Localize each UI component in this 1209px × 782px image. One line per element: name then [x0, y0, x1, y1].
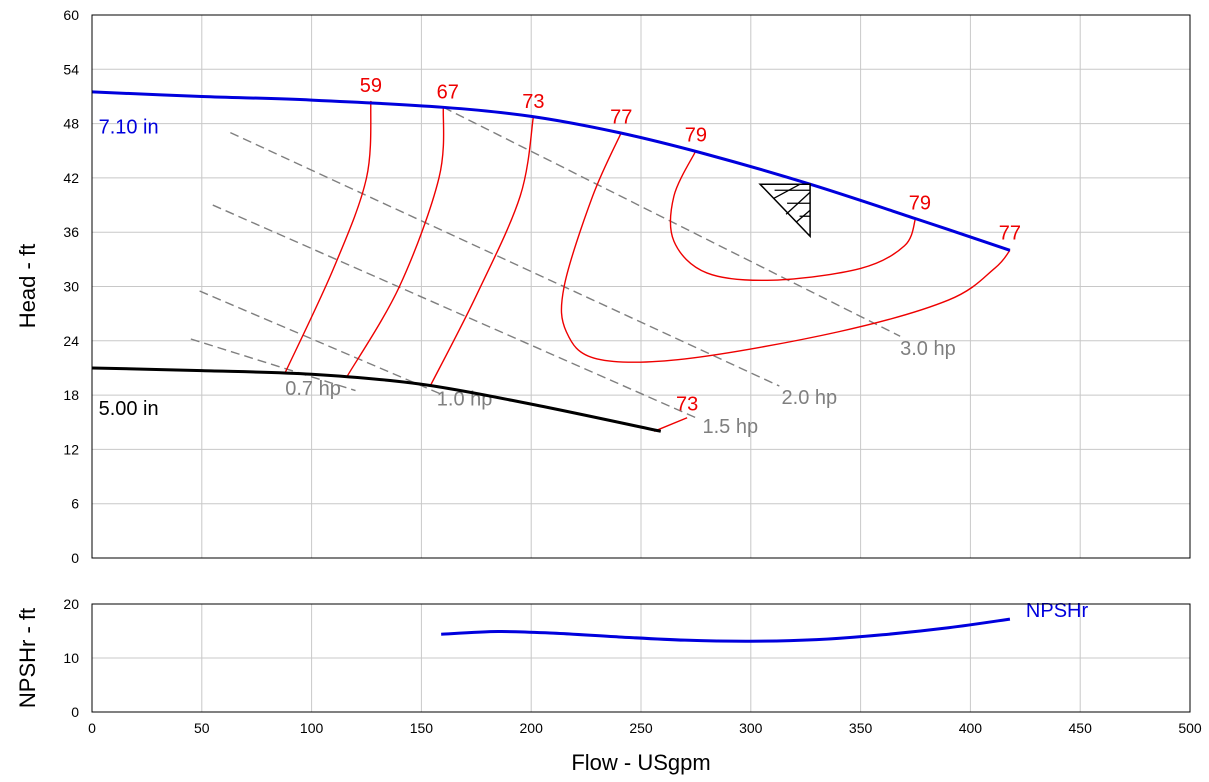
impeller-diameter-label: 5.00 in: [99, 398, 159, 420]
x-tick-label: 350: [849, 720, 873, 736]
x-tick-label: 250: [629, 720, 653, 736]
x-axis-title: Flow - USgpm: [571, 750, 710, 775]
npsh-y-tick-label: 20: [63, 596, 79, 612]
x-tick-label: 500: [1178, 720, 1202, 736]
npsh-plot-frame: [91, 603, 1191, 713]
power-line-label: 3.0 hp: [900, 338, 956, 360]
head-y-tick-label: 36: [63, 224, 79, 240]
head-plot-frame: [91, 14, 1191, 559]
efficiency-label: 79: [909, 193, 931, 215]
efficiency-label: 77: [610, 107, 632, 129]
power-lines: 0.7 hp 1.0 hp1.5 hp2.0 hp3.0 hp: [190, 106, 956, 438]
x-tick-label: 300: [739, 720, 763, 736]
head-y-tick-label: 6: [71, 496, 79, 512]
efficiency-label: 73: [676, 393, 698, 415]
head-plot-grid: [92, 15, 1190, 558]
x-tick-label: 200: [520, 720, 544, 736]
power-line: [212, 204, 697, 419]
power-line-label: 2.0 hp: [782, 387, 838, 409]
efficiency-label: 67: [437, 81, 459, 103]
power-line: [199, 290, 444, 396]
npsh-series: NPSHr: [441, 600, 1089, 643]
power-line: [230, 132, 780, 387]
operating-point-hatch: [785, 191, 811, 215]
power-line-label: 0.7 hp: [285, 378, 341, 400]
impeller-curve: [91, 90, 1011, 252]
efficiency-curve: [346, 107, 445, 378]
power-line: [443, 106, 901, 337]
efficiency-label: 77: [999, 222, 1021, 244]
impeller-diameter-label: 7.10 in: [99, 117, 159, 139]
head-y-ticks: 0 6 12 18 24 30 36 42 48 54 60: [63, 7, 79, 566]
operating-point-marker: [758, 183, 811, 239]
x-tick-label: 150: [410, 720, 434, 736]
impeller-curves: [91, 90, 1011, 433]
npsh-y-tick-label: 10: [63, 650, 79, 666]
impeller-curve: [91, 366, 662, 433]
efficiency-curve: [653, 417, 688, 432]
efficiency-curves: [284, 100, 1011, 432]
efficiency-curve: [560, 132, 1011, 363]
npsh-series-label: NPSHr: [1026, 600, 1089, 622]
x-tick-label: 400: [959, 720, 983, 736]
npsh-curve: [441, 617, 1011, 643]
efficiency-curve: [429, 116, 535, 387]
efficiency-curve: [284, 100, 372, 373]
head-y-tick-label: 60: [63, 7, 79, 23]
npsh-y-axis-title: NPSHr - ft: [15, 608, 40, 708]
head-y-tick-label: 0: [71, 550, 79, 566]
power-line: [190, 338, 356, 392]
efficiency-label: 73: [522, 91, 544, 113]
efficiency-label: 59: [360, 75, 382, 97]
head-y-tick-label: 54: [63, 61, 79, 77]
npsh-y-ticks: 0 10 20: [63, 596, 79, 720]
head-plot-labels: 59 67 73 77 79 79 77 73 7.10 in 5.00 in: [99, 75, 1021, 420]
head-y-tick-label: 12: [63, 441, 79, 457]
efficiency-curve: [669, 150, 917, 282]
x-tick-label: 450: [1069, 720, 1093, 736]
head-y-tick-label: 30: [63, 279, 79, 295]
head-y-axis-title: Head - ft: [15, 244, 40, 328]
head-y-tick-label: 18: [63, 387, 79, 403]
x-tick-label: 50: [194, 720, 210, 736]
x-tick-label: 0: [88, 720, 96, 736]
x-tick-label: 100: [300, 720, 324, 736]
efficiency-label: 79: [685, 125, 707, 147]
power-line-label: 1.5 hp: [702, 416, 758, 438]
x-ticks: 0 50 100 150 200 250 300 350 400 450 500: [88, 720, 1202, 736]
npsh-plot-grid: [92, 604, 1190, 712]
head-y-tick-label: 48: [63, 116, 79, 132]
head-y-tick-label: 42: [63, 170, 79, 186]
npsh-y-tick-label: 0: [71, 704, 79, 720]
operating-point-hatch: [773, 183, 801, 199]
operating-point-hatch: [795, 209, 811, 223]
head-y-tick-label: 24: [63, 333, 79, 349]
